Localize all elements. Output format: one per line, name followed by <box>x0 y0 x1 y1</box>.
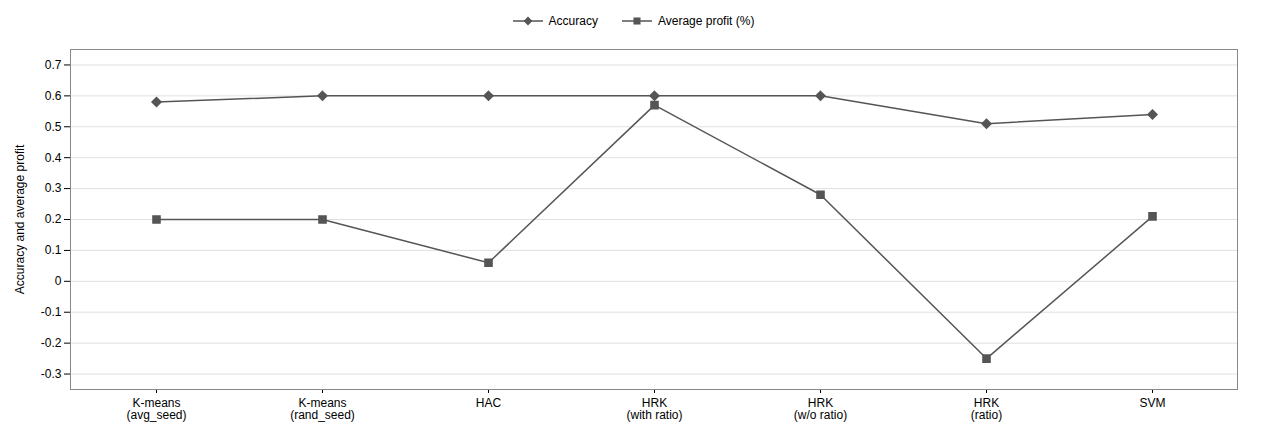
svg-text:0.1: 0.1 <box>45 243 62 257</box>
svg-text:HRK(ratio): HRK(ratio) <box>971 396 1002 422</box>
svg-text:HAC: HAC <box>476 396 502 410</box>
svg-text:0.4: 0.4 <box>45 151 62 165</box>
svg-text:0.2: 0.2 <box>45 212 62 226</box>
svg-text:K-means(avg_seed): K-means(avg_seed) <box>126 396 186 422</box>
html-text:Average profit (%): Average profit (%) <box>657 14 755 28</box>
svg-text:-0.3: -0.3 <box>41 367 62 381</box>
svg-text:0: 0 <box>55 274 62 288</box>
html-text:Accuracy: Accuracy <box>548 14 598 28</box>
svg-text:0.5: 0.5 <box>45 120 62 134</box>
svg-text:SVM: SVM <box>1139 396 1165 410</box>
svg-text:HRK(w/o ratio): HRK(w/o ratio) <box>794 396 847 422</box>
svg-text:0.6: 0.6 <box>45 89 62 103</box>
svg-text:Accuracy and average profit: Accuracy and average profit <box>13 144 27 294</box>
svg-text:0.3: 0.3 <box>45 181 62 195</box>
svg-text:K-means(rand_seed): K-means(rand_seed) <box>290 396 355 422</box>
svg-text:0.7: 0.7 <box>45 58 62 72</box>
svg-text:-0.2: -0.2 <box>41 336 62 350</box>
svg-text:HRK(with ratio): HRK(with ratio) <box>626 396 682 422</box>
svg-text:-0.1: -0.1 <box>41 305 62 319</box>
